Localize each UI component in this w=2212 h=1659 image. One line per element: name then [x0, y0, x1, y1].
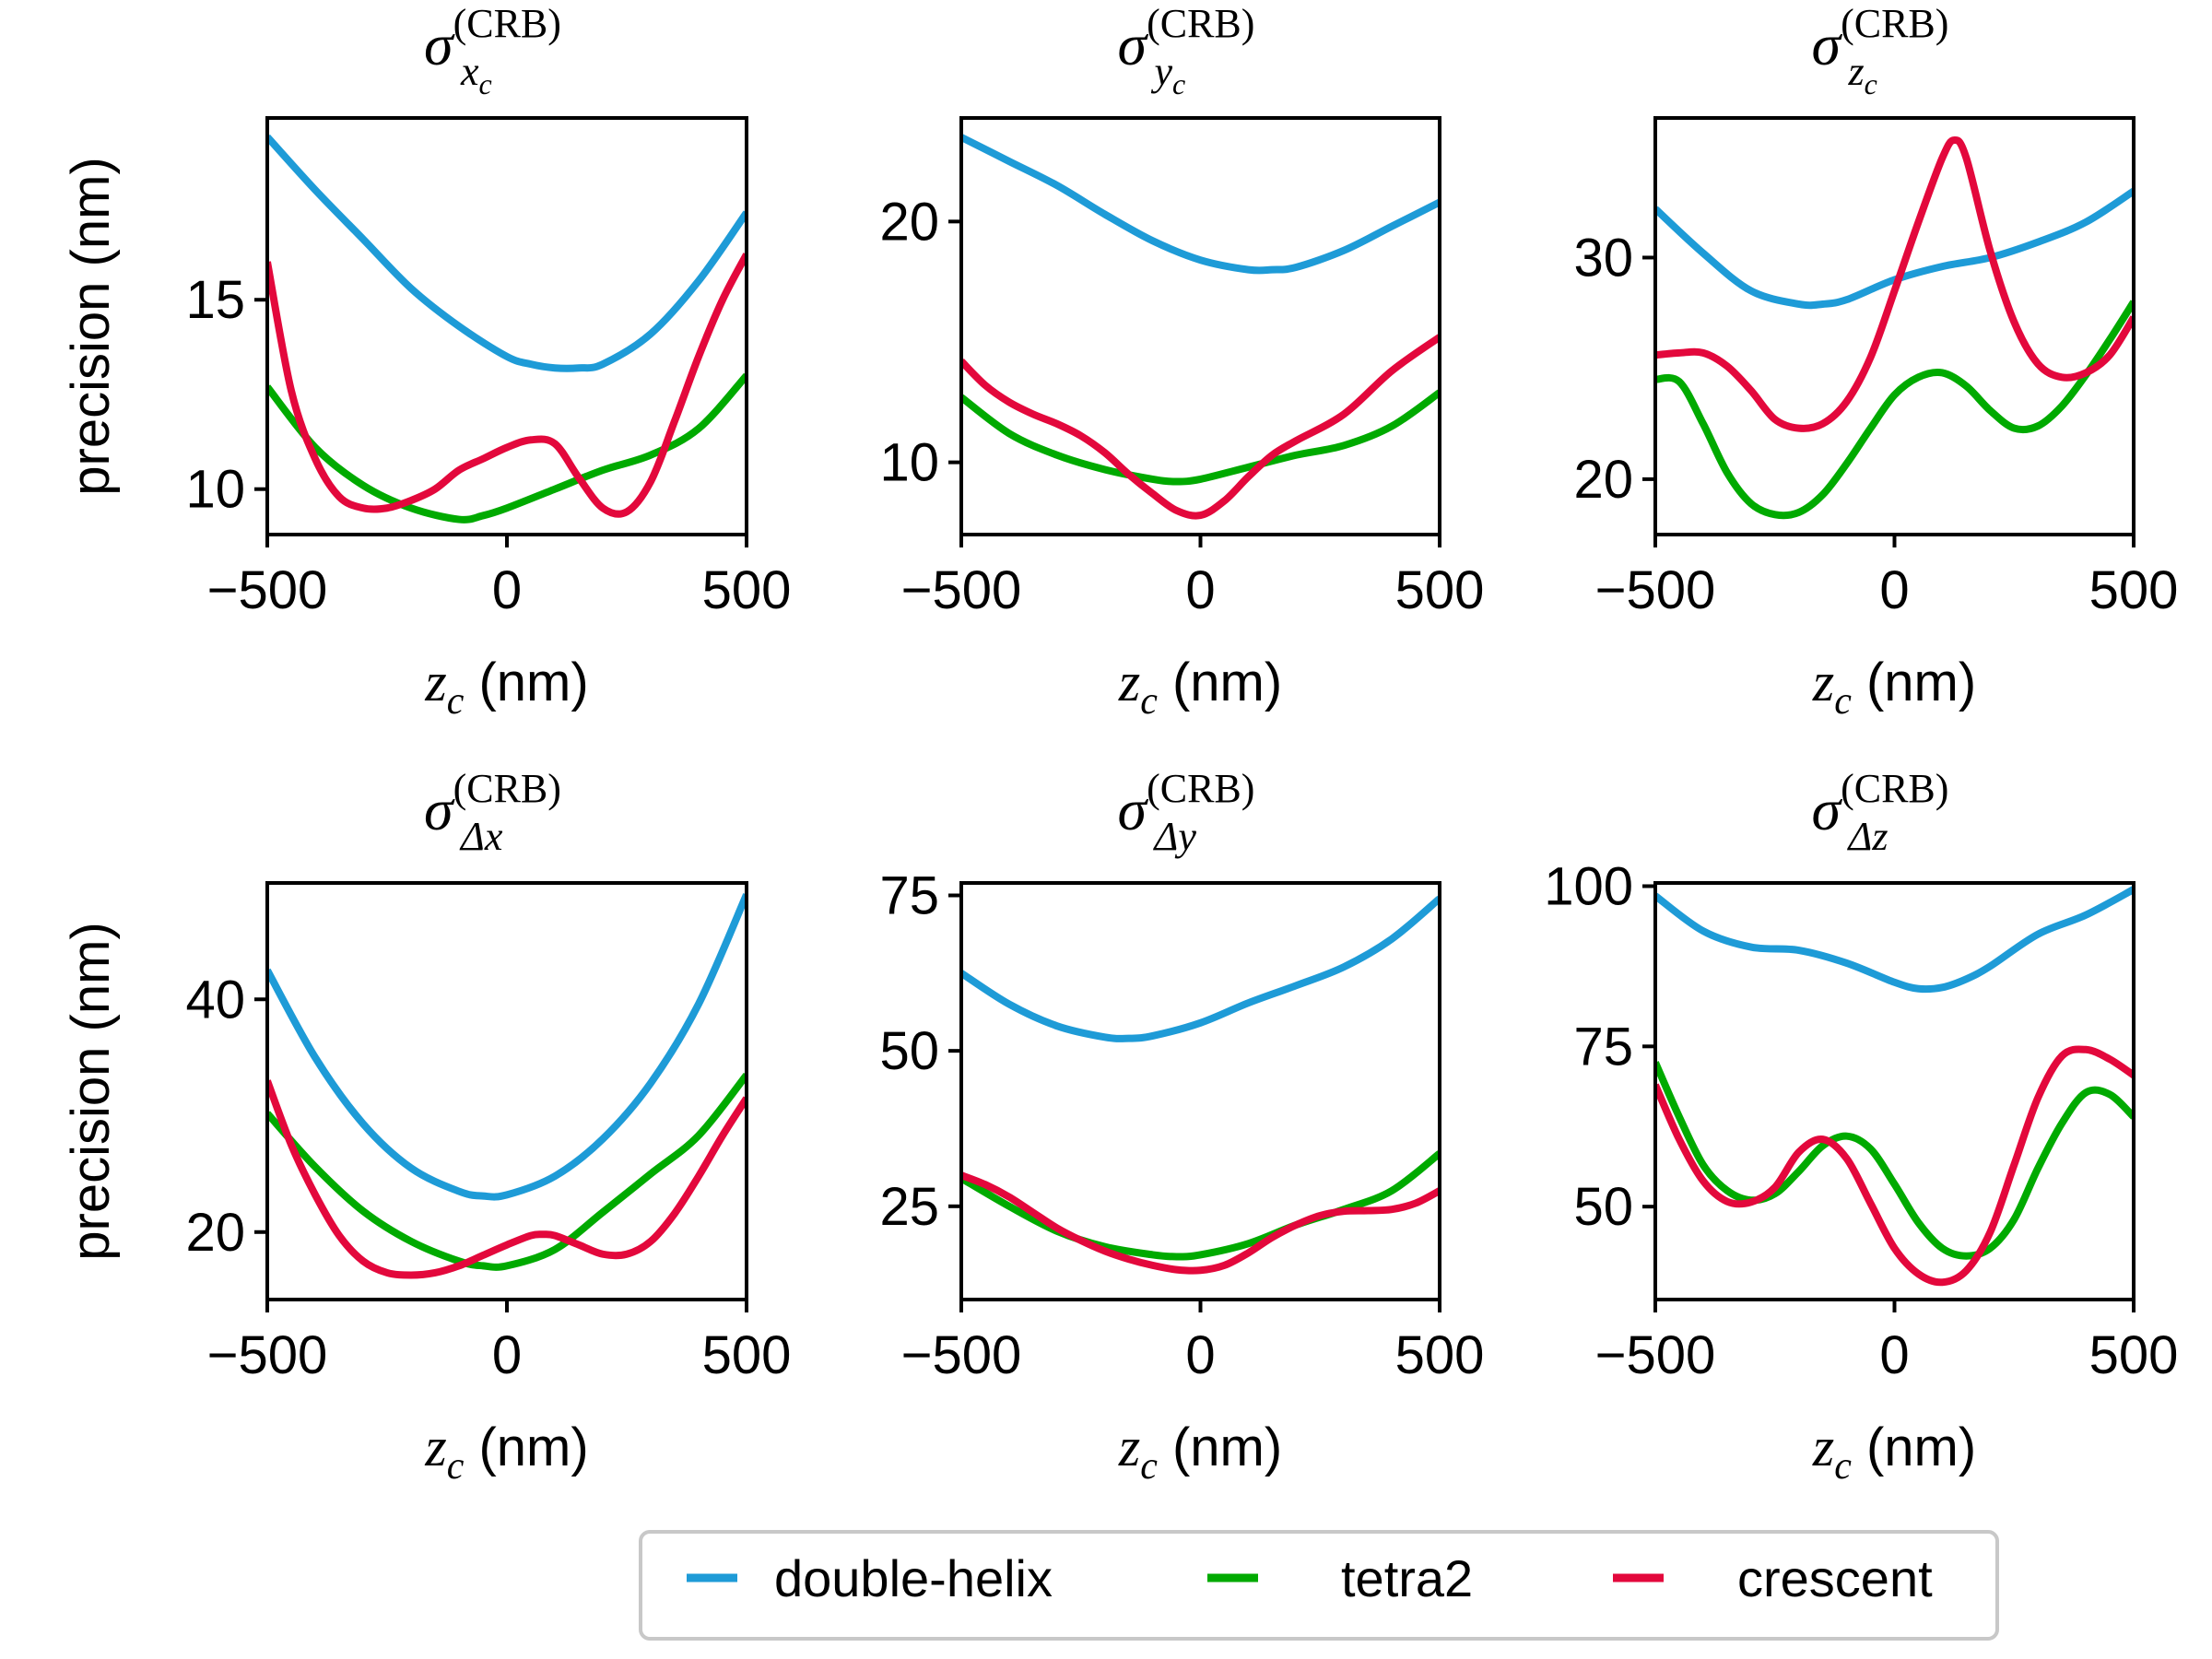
- series-line-tetra2-sigma-yc: [961, 389, 1440, 486]
- series-line-tetra2-sigma-dx: [267, 1072, 747, 1271]
- x-tick-label-sigma-xc: 0: [492, 560, 522, 620]
- y-tick-label-sigma-dx: 20: [185, 1203, 245, 1263]
- subplot-sigma-xc: −500 0 500 10 15 zc (nm) precision (nm) σ(CRB) x…: [61, 1, 791, 723]
- x-tick-label-sigma-dx: 500: [702, 1325, 792, 1385]
- y-tick-label-sigma-dz: 100: [1544, 856, 1633, 916]
- plot-area-sigma-dz: [1655, 886, 2134, 1287]
- plot-area-sigma-dx: [267, 893, 747, 1279]
- series-line-double-helix-sigma-dy: [961, 895, 1440, 1042]
- series-line-crescent-sigma-dy: [961, 1171, 1440, 1275]
- legend-label-crescent: crescent: [1737, 1549, 1933, 1607]
- subplot-sigma-dy: −500 0 500 25 50 75 zc (nm) σ(CRB) Δy: [879, 766, 1484, 1488]
- y-axis-label-sigma-xc: precision (nm): [61, 157, 121, 495]
- y-tick-label-sigma-dz: 50: [1573, 1177, 1633, 1237]
- y-tick-label-sigma-dz: 75: [1573, 1017, 1633, 1077]
- subplot-sigma-yc: −500 0 500 10 20 zc (nm) σ(CRB) yc: [879, 1, 1484, 723]
- y-tick-label-sigma-zc: 30: [1573, 228, 1633, 288]
- x-tick-label-sigma-dy: −500: [901, 1325, 1022, 1385]
- series-line-tetra2-sigma-xc: [267, 372, 747, 524]
- series-line-double-helix-sigma-zc: [1655, 187, 2134, 310]
- series-line-double-helix-sigma-dz: [1655, 886, 2134, 994]
- series-line-crescent-sigma-zc: [1655, 136, 2134, 432]
- legend-label-tetra2: tetra2: [1341, 1549, 1473, 1607]
- y-tick-label-sigma-zc: 20: [1573, 450, 1633, 510]
- axes-frame-sigma-dz: [1653, 881, 2136, 1301]
- series-line-crescent-sigma-xc: [267, 253, 747, 518]
- series-line-tetra2-sigma-dz: [1655, 1061, 2134, 1260]
- axes-frame-sigma-yc: [959, 116, 1441, 536]
- y-tick-label-sigma-dx: 40: [185, 970, 245, 1030]
- x-tick-label-sigma-xc: −500: [207, 560, 328, 620]
- series-line-crescent-sigma-dz: [1655, 1045, 2134, 1287]
- x-axis-label-sigma-dy: zc (nm): [1118, 1417, 1282, 1488]
- series-line-crescent-sigma-dx: [267, 1079, 747, 1279]
- x-tick-label-sigma-yc: 0: [1185, 560, 1215, 620]
- x-tick-label-sigma-yc: 500: [1395, 560, 1485, 620]
- subplot-title-sigma-xc: σ(CRB) xc: [424, 1, 561, 100]
- subplot-title-sigma-zc: σ(CRB) zc: [1812, 1, 1949, 100]
- subplot-title-sigma-yc: σ(CRB) yc: [1118, 1, 1255, 100]
- subplot-sigma-zc: −500 0 500 20 30 zc (nm) σ(CRB) zc: [1573, 1, 2178, 723]
- x-tick-label-sigma-dz: 500: [2089, 1325, 2179, 1385]
- x-tick-label-sigma-dy: 0: [1185, 1325, 1215, 1385]
- x-axis-label-sigma-yc: zc (nm): [1118, 652, 1282, 723]
- series-line-double-helix-sigma-dx: [267, 893, 747, 1201]
- x-tick-label-sigma-dx: 0: [492, 1325, 522, 1385]
- x-axis-label-sigma-zc: zc (nm): [1812, 652, 1976, 723]
- x-tick-label-sigma-dz: −500: [1595, 1325, 1716, 1385]
- x-tick-label-sigma-zc: 500: [2089, 560, 2179, 620]
- series-line-double-helix-sigma-xc: [267, 134, 747, 372]
- series-line-tetra2-sigma-dy: [961, 1150, 1440, 1261]
- legend: double-helix tetra2 crescent: [639, 1530, 1999, 1641]
- y-tick-label-sigma-dy: 75: [879, 865, 939, 925]
- subplot-title-sigma-dx: σ(CRB) Δx: [424, 766, 561, 859]
- subplot-sigma-dz: −500 0 500 50 75 100 zc (nm) σ(CRB) Δz: [1544, 766, 2178, 1488]
- subplot-title-sigma-dz: σ(CRB) Δz: [1812, 766, 1949, 859]
- y-tick-label-sigma-dy: 50: [879, 1021, 939, 1081]
- x-tick-label-sigma-dy: 500: [1395, 1325, 1485, 1385]
- y-tick-label-sigma-yc: 10: [879, 433, 939, 493]
- series-line-crescent-sigma-yc: [961, 334, 1440, 520]
- y-tick-label-sigma-dy: 25: [879, 1177, 939, 1237]
- x-tick-label-sigma-xc: 500: [702, 560, 792, 620]
- x-axis-label-sigma-dz: zc (nm): [1812, 1417, 1976, 1488]
- legend-label-double-helix: double-helix: [774, 1549, 1053, 1607]
- subplot-title-sigma-dy: σ(CRB) Δy: [1118, 766, 1255, 859]
- x-tick-label-sigma-dx: −500: [207, 1325, 328, 1385]
- plot-area-sigma-zc: [1655, 136, 2134, 520]
- axes-frame-sigma-dy: [959, 881, 1441, 1301]
- x-tick-label-sigma-yc: −500: [901, 560, 1022, 620]
- subplot-sigma-dx: −500 0 500 20 40 zc (nm) precision (nm) σ(CRB) Δ…: [61, 766, 791, 1488]
- series-line-tetra2-sigma-zc: [1655, 300, 2134, 520]
- series-line-double-helix-sigma-yc: [961, 134, 1440, 275]
- plot-area-sigma-dy: [961, 895, 1440, 1275]
- y-tick-label-sigma-xc: 10: [185, 460, 245, 520]
- y-tick-label-sigma-xc: 15: [185, 270, 245, 330]
- x-tick-label-sigma-zc: 0: [1879, 560, 1909, 620]
- x-axis-label-sigma-dx: zc (nm): [424, 1417, 588, 1488]
- x-tick-label-sigma-zc: −500: [1595, 560, 1716, 620]
- plot-area-sigma-xc: [267, 134, 747, 524]
- legend-frame: [639, 1530, 1999, 1641]
- x-axis-label-sigma-xc: zc (nm): [424, 652, 588, 723]
- y-axis-label-sigma-dx: precision (nm): [61, 922, 121, 1260]
- x-tick-label-sigma-dz: 0: [1879, 1325, 1909, 1385]
- plot-area-sigma-yc: [961, 134, 1440, 520]
- y-tick-label-sigma-yc: 20: [879, 192, 939, 252]
